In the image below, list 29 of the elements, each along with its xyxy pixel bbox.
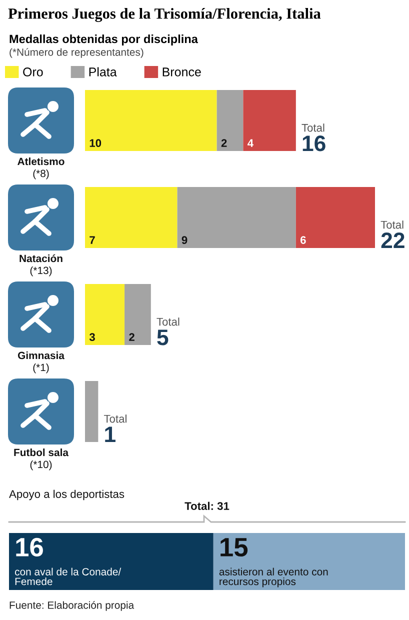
chart-title: Apoyo a los deportistas bbox=[9, 490, 124, 500]
y-tick-label: Natación (*13) bbox=[20, 254, 62, 276]
legend-label: Bronce bbox=[162, 68, 201, 76]
source-note: Fuente: Elaboración propia bbox=[10, 601, 134, 611]
legend-label: Plata bbox=[89, 67, 117, 76]
total-label: Total: 31 bbox=[184, 502, 230, 510]
legend-label: Oro bbox=[23, 68, 43, 76]
total-label: Total 1 bbox=[104, 414, 126, 442]
y-tick-label: Gimnasia (*1) bbox=[18, 352, 65, 374]
data-label: 7 bbox=[90, 236, 95, 244]
chart-subtitle: Medallas obtenidas por disciplina bbox=[10, 34, 198, 46]
y-tick-label: Atletismo (*8) bbox=[18, 158, 64, 180]
total-label: Total 22 bbox=[380, 220, 404, 248]
series-label: con aval de la Conade/ Femede bbox=[15, 568, 122, 586]
data-label: 4 bbox=[248, 139, 254, 147]
series-label: asistieron al evento con recursos propios bbox=[219, 568, 328, 588]
data-label: 16 bbox=[16, 538, 43, 557]
data-label: 3 bbox=[89, 333, 95, 342]
data-label: 10 bbox=[90, 139, 102, 147]
data-label: 9 bbox=[182, 236, 188, 244]
data-label: 2 bbox=[129, 333, 134, 341]
data-label: 6 bbox=[300, 236, 306, 244]
total-label: Total 5 bbox=[156, 318, 180, 346]
chart-title: Primeros Juegos de la Trisomía/Florencia, Italia bbox=[8, 8, 321, 22]
y-tick-label: Futbol sala (*10) bbox=[14, 448, 69, 470]
text: (*Número de representantes) bbox=[10, 48, 144, 58]
total-label: Total 16 bbox=[302, 124, 326, 152]
data-label: 15 bbox=[220, 538, 248, 557]
data-label: 2 bbox=[221, 139, 227, 147]
